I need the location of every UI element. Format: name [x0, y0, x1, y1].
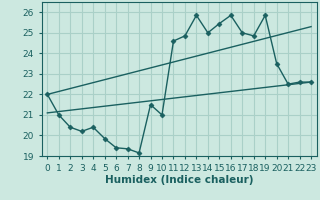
X-axis label: Humidex (Indice chaleur): Humidex (Indice chaleur) — [105, 175, 253, 185]
